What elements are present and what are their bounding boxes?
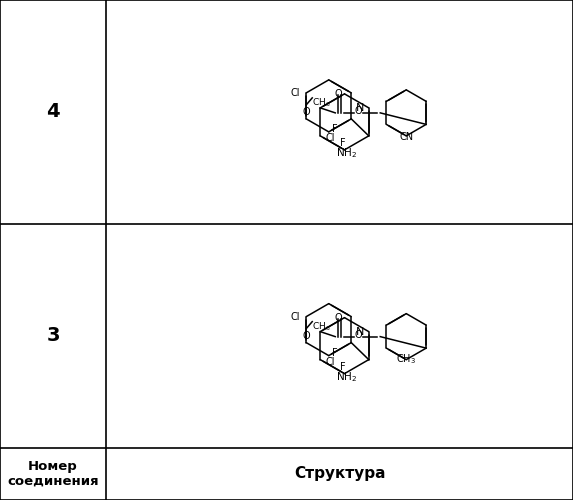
Text: F: F: [332, 348, 337, 358]
Text: F: F: [340, 138, 346, 148]
Text: 3: 3: [46, 326, 60, 345]
Text: CH$_3$: CH$_3$: [312, 320, 331, 333]
Text: O: O: [355, 330, 362, 340]
Text: N: N: [355, 326, 364, 336]
Text: O: O: [303, 107, 310, 117]
Text: CN: CN: [399, 132, 413, 142]
Text: CH$_3$: CH$_3$: [397, 352, 416, 366]
Text: 4: 4: [46, 102, 60, 122]
Text: Cl: Cl: [325, 356, 335, 366]
Text: N: N: [355, 103, 364, 113]
Text: F: F: [340, 362, 346, 372]
Text: Cl: Cl: [291, 312, 300, 322]
Text: CH$_3$: CH$_3$: [312, 97, 331, 110]
Text: NH$_2$: NH$_2$: [336, 146, 357, 160]
Text: Номер
соединения: Номер соединения: [7, 460, 99, 488]
Text: O: O: [335, 89, 342, 99]
Text: NH$_2$: NH$_2$: [336, 370, 357, 384]
Text: Cl: Cl: [291, 88, 300, 98]
Text: O: O: [303, 330, 310, 340]
Text: O: O: [355, 106, 362, 116]
Text: Структура: Структура: [294, 466, 385, 481]
Text: O: O: [335, 312, 342, 322]
Text: Cl: Cl: [325, 133, 335, 143]
Text: F: F: [332, 124, 337, 134]
